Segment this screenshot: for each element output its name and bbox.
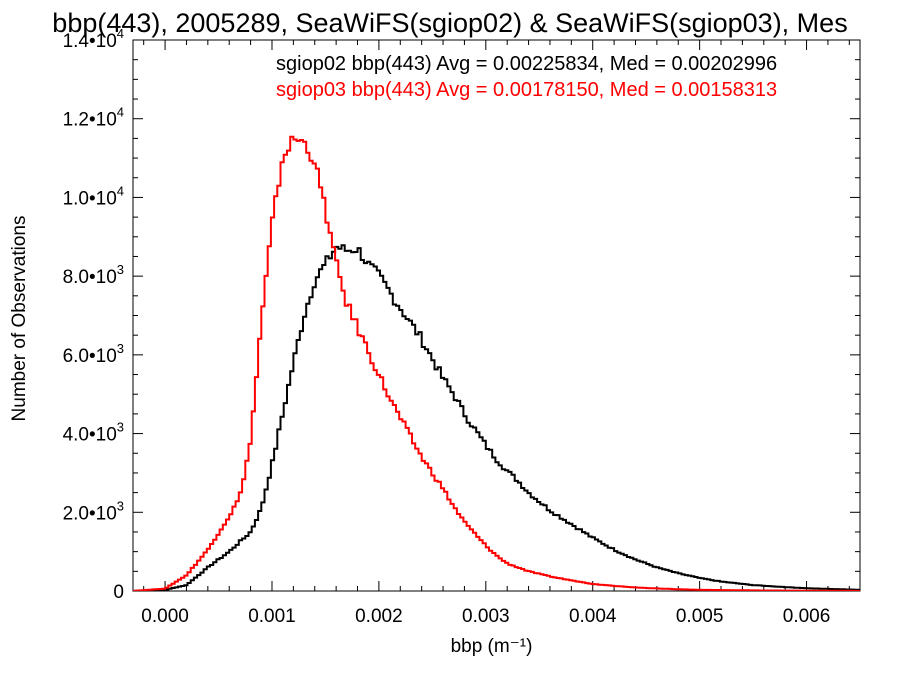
x-tick-label: 0.000 [141,606,189,627]
legend-entry-sgiop02: sgiop02 bbp(443) Avg = 0.00225834, Med =… [276,53,777,75]
y-tick-label: 1.0•104 [63,183,124,209]
x-tick-label: 0.006 [783,606,831,627]
y-tick-label-base: 6.0•10 [63,346,117,367]
y-tick-label-base: 0 [113,582,124,603]
y-tick-label: 0 [113,582,124,603]
y-tick-label: 4.0•103 [63,420,124,446]
y-tick-label-base: 4.0•10 [63,425,117,446]
series-line-sgiop02 [133,244,860,591]
y-tick-label: 2.0•103 [63,498,124,524]
chart-title: bbp(443), 2005289, SeaWiFS(sgiop02) & Se… [52,8,847,38]
series-line-sgiop03 [133,135,860,591]
y-tick-label-exponent: 4 [117,105,124,120]
y-tick-label-exponent: 3 [117,498,124,513]
y-tick-label-base: 1.2•10 [63,110,117,131]
y-tick-label: 1.4•104 [63,26,124,52]
x-tick-label: 0.003 [462,606,510,627]
y-tick-label-exponent: 4 [117,26,124,41]
y-tick-label-exponent: 3 [117,420,124,435]
y-tick-label-exponent: 3 [117,341,124,356]
y-tick-label: 1.2•104 [63,105,124,131]
x-tick-label: 0.004 [569,606,617,627]
y-tick-label-exponent: 4 [117,183,124,198]
y-axis-label: Number of Observations [9,216,30,422]
y-tick-label-base: 1.0•10 [63,188,117,209]
x-tick-label: 0.001 [248,606,296,627]
plot-frame [132,39,861,592]
y-tick-label: 6.0•103 [63,341,124,367]
legend-entry-sgiop03: sgiop03 bbp(443) Avg = 0.00178150, Med =… [276,79,777,101]
x-tick-label: 0.002 [355,606,403,627]
x-tick-label: 0.005 [676,606,724,627]
y-tick-label-base: 1.4•10 [63,31,117,52]
y-tick-label: 8.0•103 [63,262,124,288]
x-axis-label: bbp (m⁻¹) [451,636,533,657]
y-tick-label-base: 8.0•10 [63,267,117,288]
y-tick-label-base: 2.0•10 [63,503,117,524]
y-tick-label-exponent: 3 [117,262,124,277]
